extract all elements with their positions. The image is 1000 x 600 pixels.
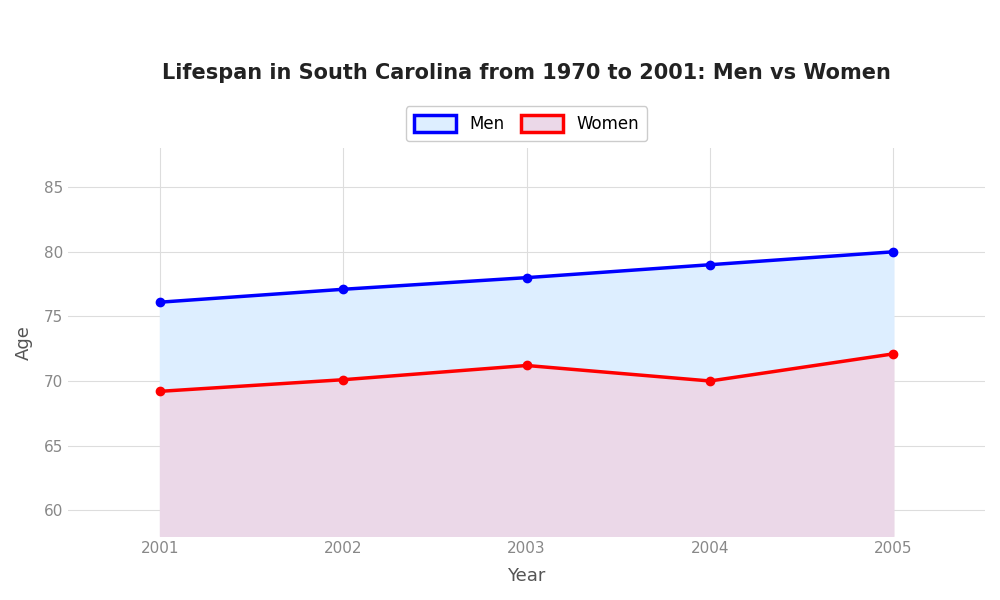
Women [154,388,166,395]
Women [704,377,716,385]
Women [337,376,349,383]
X-axis label: Year: Year [507,567,546,585]
Title: Lifespan in South Carolina from 1970 to 2001: Men vs Women: Lifespan in South Carolina from 1970 to … [162,63,891,83]
Legend: Men, Women: Men, Women [406,106,647,141]
Men [887,248,899,256]
Men [154,299,166,306]
Line: Men: Men [156,248,898,307]
Men [521,274,533,281]
Y-axis label: Age: Age [15,325,33,359]
Men [337,286,349,293]
Men [704,261,716,268]
Line: Women: Women [156,350,898,395]
Women [521,362,533,369]
Women [887,350,899,358]
